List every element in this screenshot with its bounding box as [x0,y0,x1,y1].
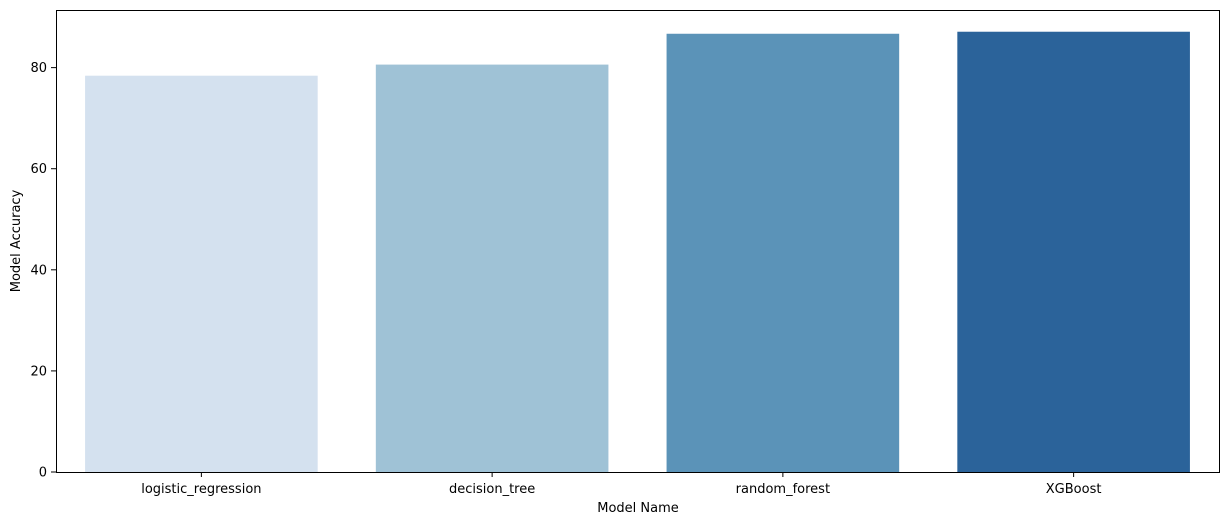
bars-layer [85,31,1190,473]
x-ticks: logistic_regression decision_tree random_f… [141,472,1101,497]
bar-logistic_regression [85,75,318,473]
y-axis-label: Model Accuracy [9,189,24,292]
x-tick-label: XGBoost [1046,482,1102,497]
plot-frame [56,10,1220,473]
x-tick-label: decision_tree [449,482,535,497]
x-tick-label: logistic_regression [141,482,261,497]
y-tick-label: 20 [30,364,47,379]
y-tick-label: 80 [30,61,47,76]
y-ticks: 0 20 40 60 80 [30,61,56,481]
y-tick-label: 0 [39,466,47,481]
y-tick-label: 40 [30,263,47,278]
bar-random_forest [666,33,900,472]
y-tick-label: 60 [30,162,47,177]
axes-layer [56,10,1220,473]
bar-decision_tree [375,64,609,472]
x-axis-label: Model Name [597,501,679,516]
bar-XGBoost [957,31,1190,472]
x-tick-label: random_forest [736,482,830,497]
